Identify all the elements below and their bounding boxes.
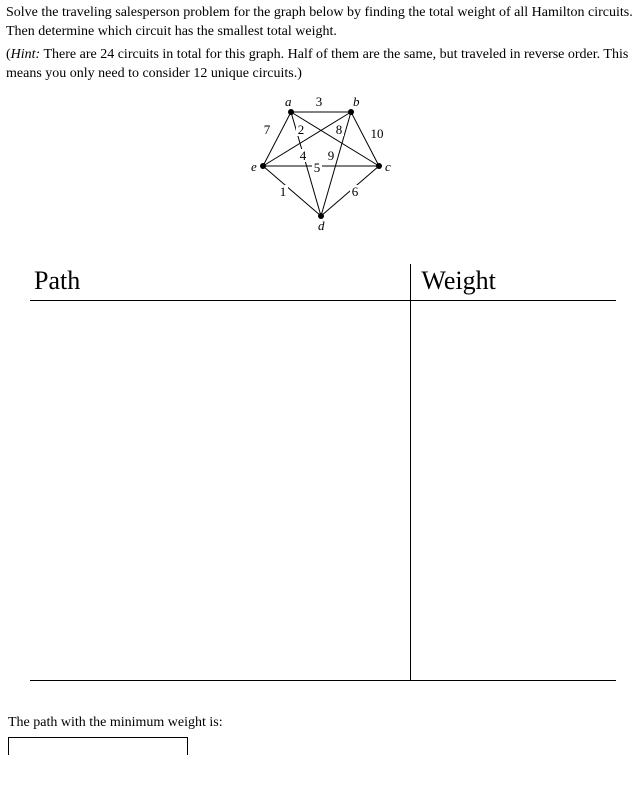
edge-weight-bd: 9 — [328, 148, 335, 163]
edge-weight-be: 2 — [298, 122, 305, 137]
edge-weight-ab: 3 — [316, 94, 323, 109]
edge-weight-ae: 7 — [264, 122, 271, 137]
edge-weight-bc: 10 — [371, 126, 384, 141]
edge-weight-ac: 8 — [336, 122, 343, 137]
edge-weight-cd: 6 — [352, 184, 359, 199]
node-label-b: b — [353, 94, 360, 109]
hint-lead: Hint: — [11, 47, 41, 62]
node-a — [288, 109, 294, 115]
node-e — [260, 163, 266, 169]
answer-table: Path Weight — [30, 264, 616, 681]
node-c — [376, 163, 382, 169]
minimum-weight-label: The path with the minimum weight is: — [8, 715, 636, 731]
edge-weight-ce: 5 — [314, 160, 321, 175]
node-label-e: e — [251, 159, 257, 174]
column-header-path: Path — [30, 264, 411, 301]
pentagon-graph: 38 4 7 10 9 2 6 5 1 a b c d e — [231, 94, 411, 234]
node-b — [348, 109, 354, 115]
node-label-c: c — [385, 159, 391, 174]
column-header-weight: Weight — [411, 264, 616, 301]
problem-hint: (Hint: There are 24 circuits in total fo… — [6, 46, 636, 84]
path-cell[interactable] — [30, 300, 411, 680]
hint-body: There are 24 circuits in total for this … — [6, 47, 628, 81]
node-label-d: d — [318, 218, 325, 233]
node-label-a: a — [285, 94, 292, 109]
edge-weight-ad: 4 — [300, 148, 307, 163]
weight-cell[interactable] — [411, 300, 616, 680]
answer-table-wrap: Path Weight — [30, 264, 616, 681]
edge-weight-de: 1 — [280, 184, 287, 199]
minimum-weight-input[interactable] — [8, 737, 188, 755]
problem-statement: Solve the traveling salesperson problem … — [6, 4, 636, 42]
graph-figure: 38 4 7 10 9 2 6 5 1 a b c d e — [6, 94, 636, 234]
